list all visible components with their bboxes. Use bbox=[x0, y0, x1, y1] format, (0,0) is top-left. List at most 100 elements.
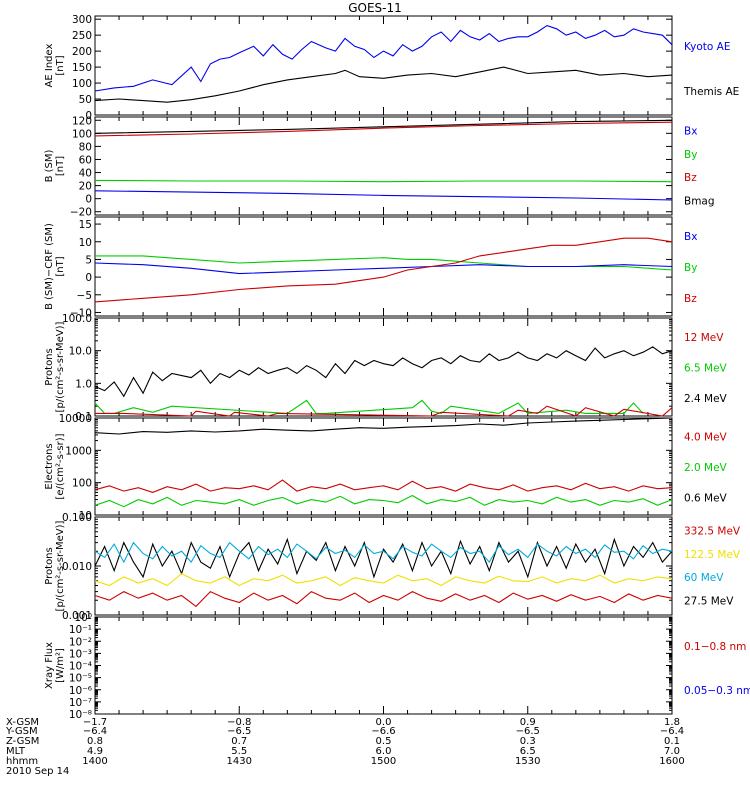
legend-label-0-05-0-3-nm: 0.05−0.3 nm bbox=[684, 685, 750, 697]
legend-label-60-mev: 60 MeV bbox=[684, 572, 724, 584]
legend-label-2-4-mev: 2.4 MeV bbox=[684, 393, 728, 405]
legend-label-themis-ae: Themis AE bbox=[683, 86, 739, 98]
y-tick-label: 10.0 bbox=[69, 346, 92, 358]
series-line-12-mev bbox=[95, 405, 673, 417]
legend-label-0-6-mev: 0.6 MeV bbox=[684, 492, 728, 504]
panel-frame bbox=[94, 317, 673, 417]
y-axis-label: Protons [p/(cm²-s-sr-MeV)] bbox=[44, 520, 66, 611]
series-line-bx bbox=[94, 262, 673, 275]
y-axis-label-line: AE Index bbox=[44, 43, 55, 87]
y-tick-label: 1000 bbox=[65, 445, 92, 457]
legend-label-bmag: Bmag bbox=[684, 196, 715, 208]
y-tick-label: 100 bbox=[72, 128, 92, 140]
y-tick-label: 300 bbox=[72, 14, 92, 26]
y-tick-label: 10 bbox=[79, 237, 92, 249]
y-axis-label-line: Electrons bbox=[44, 443, 55, 489]
y-tick-label: 15 bbox=[79, 219, 92, 231]
y-axis-label-line: [p/(cm²-s-sr-MeV)] bbox=[55, 321, 66, 412]
series-line-2-0-mev bbox=[94, 494, 673, 508]
y-axis-label-line: B (SM) bbox=[44, 149, 55, 182]
y-tick-label: 50 bbox=[79, 94, 92, 106]
y-axis-label-line: [nT] bbox=[55, 55, 66, 75]
series-line-themis-ae bbox=[94, 66, 673, 103]
y-tick-label: 0 bbox=[85, 194, 92, 206]
y-axis-label-line: Protons bbox=[44, 348, 55, 385]
series-line-60-mev bbox=[94, 541, 673, 564]
y-tick-label: 100 bbox=[72, 78, 92, 90]
series-line-4-0-mev bbox=[94, 479, 673, 493]
y-tick-label: 10⁻⁶ bbox=[69, 685, 92, 697]
series-line-bx bbox=[94, 190, 673, 201]
y-tick-label: 100.0 bbox=[62, 313, 92, 325]
series-line-0-6-mev bbox=[94, 417, 673, 435]
series-line-kyoto-ae bbox=[94, 24, 673, 92]
series-line-332-5-mev bbox=[94, 590, 673, 608]
series-line-6-5-mev bbox=[94, 399, 644, 414]
y-tick-label: 10⁻⁴ bbox=[69, 661, 92, 673]
y-tick-label: 10⁻⁷ bbox=[69, 697, 92, 709]
legend-label-6-5-mev: 6.5 MeV bbox=[684, 363, 728, 375]
y-tick-label: 10000 bbox=[59, 413, 92, 425]
legend-label-4-0-mev: 4.0 MeV bbox=[684, 432, 728, 444]
y-tick-label: 10⁻⁵ bbox=[69, 673, 92, 685]
legend-label-by: By bbox=[684, 149, 697, 161]
y-tick-label: 60 bbox=[79, 154, 92, 166]
y-tick-label: 120 bbox=[72, 115, 92, 127]
y-tick-label: 5 bbox=[85, 254, 92, 266]
y-tick-label: 10⁻⁸ bbox=[69, 709, 92, 721]
y-tick-label: 0 bbox=[85, 272, 92, 284]
y-axis-label-line: [p/(cm²-s-sr-MeV)] bbox=[55, 520, 66, 611]
y-axis-label: Xray Flux [W/m²] bbox=[44, 642, 66, 689]
y-tick-label: 20 bbox=[79, 181, 92, 193]
legend-label-bx: Bx bbox=[684, 231, 697, 243]
panel-frame bbox=[94, 616, 673, 715]
y-axis-label: Protons [p/(cm²-s-sr-MeV)] bbox=[44, 321, 66, 412]
y-tick-label: 250 bbox=[72, 30, 92, 42]
y-axis-label-line: [W/m²] bbox=[55, 648, 66, 683]
y-axis-label-line: Protons bbox=[44, 547, 55, 584]
y-tick-label: 10⁰ bbox=[74, 612, 92, 624]
legend-label-332-5-mev: 332.5 MeV bbox=[684, 526, 741, 538]
legend-label-by: By bbox=[684, 262, 697, 274]
legend-label-12-mev: 12 MeV bbox=[684, 332, 724, 344]
legend-label-bz: Bz bbox=[684, 293, 697, 305]
plot-title: GOES-11 bbox=[348, 1, 402, 15]
y-tick-label: 0.001 bbox=[62, 610, 92, 622]
y-axis-label-line: Xray Flux bbox=[44, 642, 55, 689]
legend-label-122-5-mev: 122.5 MeV bbox=[684, 549, 741, 561]
y-tick-label: 0.100 bbox=[62, 512, 92, 524]
series-line-122-5-mev bbox=[94, 572, 673, 587]
y-tick-label: 80 bbox=[79, 141, 92, 153]
legend-label-kyoto-ae: Kyoto AE bbox=[684, 41, 730, 53]
y-tick-label: 40 bbox=[79, 168, 92, 180]
legend-label-2-0-mev: 2.0 MeV bbox=[684, 462, 728, 474]
y-axis-label-line: [nT] bbox=[55, 156, 66, 176]
y-tick-label: 200 bbox=[72, 46, 92, 58]
y-axis-label: Electrons [e/(cm²-s-sr)] bbox=[44, 433, 66, 499]
y-tick-label: 10 bbox=[79, 510, 92, 522]
y-axis-label-line: B (SM)−CRF (SM) bbox=[44, 223, 55, 310]
y-tick-label: −20 bbox=[70, 207, 92, 219]
legend-label-bx: Bx bbox=[684, 126, 697, 138]
y-axis-label: B (SM)−CRF (SM) [nT] bbox=[44, 223, 66, 310]
series-line-bz bbox=[94, 237, 673, 303]
y-tick-label: 0.010 bbox=[62, 561, 92, 573]
series-line-2-4-mev bbox=[94, 346, 673, 398]
y-tick-label: 0.1 bbox=[75, 411, 92, 423]
legend-label-0-1-0-8-nm: 0.1−0.8 nm bbox=[684, 641, 746, 653]
legend-label-27-5-mev: 27.5 MeV bbox=[684, 596, 734, 608]
y-axis-label-line: [e/(cm²-s-sr)] bbox=[55, 433, 66, 499]
y-tick-label: 10⁻² bbox=[69, 636, 92, 648]
y-tick-label: 1.0 bbox=[75, 378, 92, 390]
y-tick-label: −10 bbox=[70, 307, 92, 319]
y-tick-label: 0 bbox=[85, 110, 92, 122]
y-axis-label: AE Index [nT] bbox=[44, 43, 66, 87]
y-tick-label: −5 bbox=[77, 290, 92, 302]
series-line-bmag bbox=[94, 119, 673, 134]
y-tick-label: 150 bbox=[72, 62, 92, 74]
series-line-bz bbox=[94, 121, 673, 137]
y-axis-label-line: [nT] bbox=[55, 256, 66, 276]
series-line-27-5-mev bbox=[94, 537, 673, 579]
y-axis-label: B (SM) [nT] bbox=[44, 149, 66, 182]
